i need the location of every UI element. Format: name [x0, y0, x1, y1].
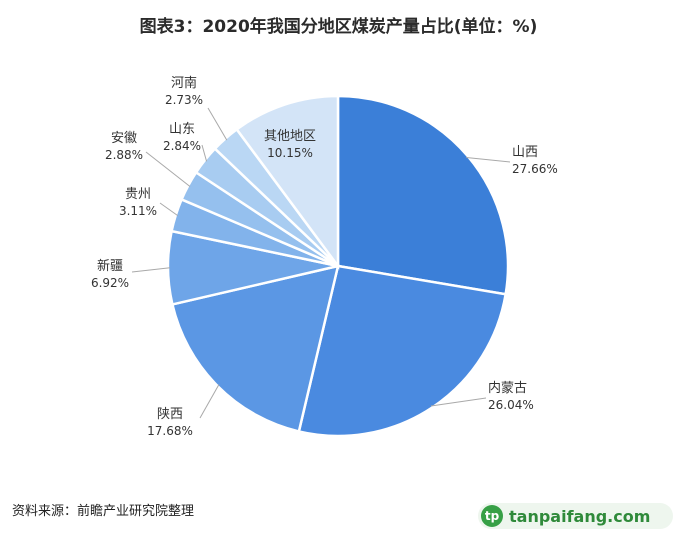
slice-value-label-8: 10.15% — [267, 146, 313, 160]
chart-title: 图表3：2020年我国分地区煤炭产量占比(单位：%) — [139, 17, 538, 37]
pie-slice-2 — [170, 264, 340, 433]
leader-lines — [131, 107, 511, 419]
leader-line-6 — [201, 144, 208, 162]
pie-slice-0 — [336, 94, 510, 296]
pie-slice-8 — [235, 94, 340, 270]
slice-name-label-0: 山西 — [512, 145, 538, 160]
leader-line-2 — [199, 384, 220, 419]
slice-name-label-4: 贵州 — [125, 187, 151, 202]
slice-value-label-1: 26.04% — [488, 398, 534, 412]
slice-name-label-3: 新疆 — [97, 258, 123, 274]
slice-name-label-1: 内蒙古 — [488, 380, 527, 396]
slice-name-label-6: 山东 — [169, 122, 195, 137]
pie-slice-1 — [297, 264, 508, 438]
slice-name-label-8: 其他地区 — [264, 129, 316, 144]
leader-line-5 — [145, 151, 191, 187]
slice-name-label-2: 陕西 — [157, 407, 183, 422]
leader-line-7 — [207, 107, 228, 141]
slice-value-label-7: 2.73% — [165, 93, 203, 107]
slice-name-label-7: 河南 — [171, 75, 197, 91]
source-note: 资料来源：前瞻产业研究院整理 — [12, 504, 195, 519]
watermark-text: tanpaifang.com — [509, 506, 651, 526]
leader-line-3 — [131, 267, 171, 273]
pie-slices — [166, 94, 510, 438]
slice-value-label-4: 3.11% — [119, 204, 157, 218]
slice-name-label-5: 安徽 — [111, 131, 137, 146]
slice-labels: 山西 27.66% 内蒙古 26.04% 陕西 17.68% 新疆 6.92% 贵州 3.11% 安… — [91, 75, 558, 438]
watermark-badge-icon: tp — [481, 505, 503, 527]
slice-value-label-3: 6.92% — [91, 276, 129, 290]
leader-line-0 — [466, 157, 511, 163]
slice-value-label-6: 2.84% — [163, 139, 201, 153]
slice-value-label-5: 2.88% — [105, 148, 143, 162]
leader-line-1 — [430, 397, 487, 407]
watermark-logo: tp tanpaifang.com — [478, 503, 673, 529]
leader-line-4 — [159, 202, 179, 217]
slice-value-label-2: 17.68% — [147, 424, 193, 438]
slice-value-label-0: 27.66% — [512, 162, 558, 176]
